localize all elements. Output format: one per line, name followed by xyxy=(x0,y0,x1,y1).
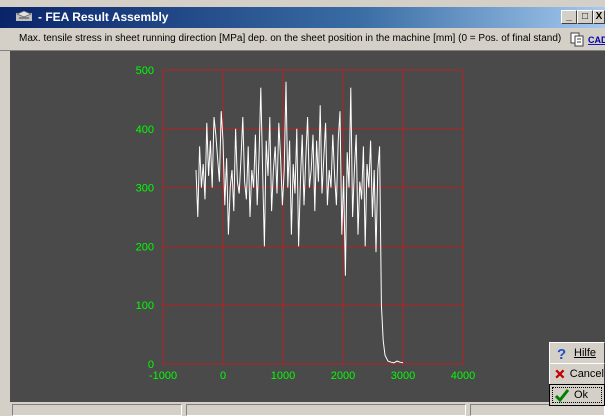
checkmark-icon xyxy=(554,389,570,403)
svg-text:CAD: CAD xyxy=(588,35,605,45)
x-tick-label-1: 0 xyxy=(220,370,226,382)
y-tick-label-3: 300 xyxy=(136,183,154,195)
y-tick-label-1: 100 xyxy=(136,300,154,312)
y-tick-label-5: 500 xyxy=(136,65,154,77)
plot-area: -1000 0 1000 2000 3000 4000 0 100 200 300 400 500 xyxy=(10,51,605,402)
description-bar: Max. tensile stress in sheet running dir… xyxy=(0,28,605,51)
svg-text:?: ? xyxy=(557,346,566,361)
x-tick-label-2: 1000 xyxy=(271,370,295,382)
y-tick-label-0: 0 xyxy=(148,359,154,371)
x-tick-label-4: 3000 xyxy=(391,370,415,382)
minimize-button[interactable]: _ xyxy=(561,10,577,24)
status-panel-2 xyxy=(186,404,466,416)
chart-description: Max. tensile stress in sheet running dir… xyxy=(19,33,562,44)
close-button[interactable]: X xyxy=(593,10,605,24)
app-icon xyxy=(16,10,32,21)
help-label: Hilfe xyxy=(574,347,597,359)
y-tick-label-2: 200 xyxy=(136,241,154,253)
window-title: - FEA Result Assembly xyxy=(38,10,169,24)
x-tick-label-5: 4000 xyxy=(451,370,475,382)
cancel-label: Cancel xyxy=(569,368,604,380)
series-line-0 xyxy=(195,81,404,364)
question-icon: ? xyxy=(557,346,566,361)
maximize-button[interactable]: □ xyxy=(577,10,593,24)
help-button[interactable]: ? Hilfe xyxy=(549,342,605,364)
left-strip xyxy=(0,51,10,416)
cad-icon[interactable]: CAD xyxy=(588,31,605,47)
close-icon xyxy=(555,369,565,379)
x-tick-label-3: 2000 xyxy=(331,370,355,382)
status-bar xyxy=(10,402,605,416)
x-tick-label-0: -1000 xyxy=(149,370,177,382)
cancel-button[interactable]: Cancel xyxy=(549,363,605,385)
copy-icon[interactable] xyxy=(569,31,585,47)
status-panel-1 xyxy=(12,404,182,416)
y-tick-label-4: 400 xyxy=(136,124,154,136)
ok-label: Ok xyxy=(574,389,589,401)
ok-button[interactable]: Ok xyxy=(549,384,605,406)
title-bar[interactable]: - FEA Result Assembly _ □ X xyxy=(0,7,605,28)
